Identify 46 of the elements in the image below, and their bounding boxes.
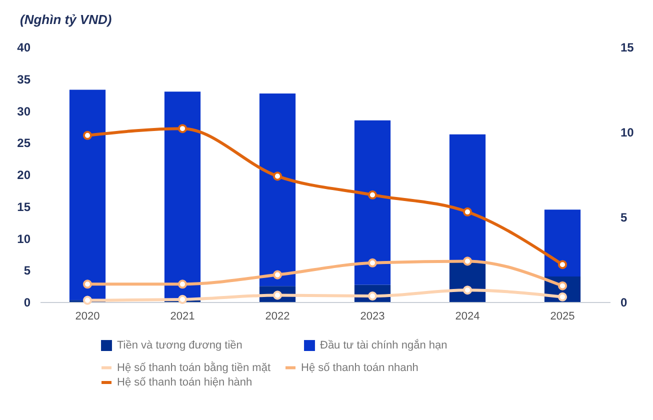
point: [272, 270, 282, 280]
legend-label: Tiền và tương đương tiền: [117, 340, 242, 352]
x-tick-label: 2024: [455, 310, 480, 322]
y-tick-label: 10: [17, 232, 31, 246]
point: [178, 124, 188, 134]
point: [272, 172, 282, 181]
x-tick-label: 2021: [170, 310, 195, 322]
x-tick-label: 2020: [75, 310, 100, 322]
legend-label: Hệ số thanh toán nhanh: [301, 362, 418, 374]
point: [178, 294, 188, 304]
y2-tick-label: 10: [620, 126, 634, 140]
y2-tick-label: 15: [620, 40, 634, 54]
y-tick-label: 25: [17, 136, 31, 150]
y-tick-label: 15: [17, 200, 31, 214]
bar: [164, 92, 201, 299]
bar: [544, 210, 581, 276]
bar: [449, 134, 486, 262]
point: [558, 292, 568, 302]
point: [368, 190, 378, 200]
point: [178, 280, 188, 289]
y-tick-label: 0: [24, 296, 31, 310]
legend-label: Đầu tư tài chính ngắn hạn: [320, 338, 448, 352]
point: [462, 207, 472, 216]
legend-label: Hệ số thanh toán bằng tiền mặt: [117, 360, 270, 374]
y-tick-label: 35: [17, 72, 31, 86]
bar: [259, 94, 296, 286]
x-tick-label: 2025: [550, 310, 575, 322]
point: [82, 280, 92, 289]
point: [82, 130, 92, 140]
point: [368, 258, 378, 268]
point: [462, 286, 472, 295]
y-tick-label: 5: [24, 264, 31, 278]
y-tick-label: 40: [17, 40, 31, 54]
x-tick-label: 2023: [360, 310, 385, 322]
bar: [69, 90, 106, 300]
point: [462, 256, 472, 266]
x-tick-label: 2022: [265, 310, 290, 322]
y-tick-label: 30: [17, 104, 31, 118]
point: [82, 296, 92, 305]
legend-label: Hệ số thanh toán hiện hành: [117, 376, 252, 388]
y2-tick-label: 5: [620, 210, 628, 224]
chart-title: (Nghìn tỷ VND): [20, 12, 112, 27]
bar: [354, 120, 391, 285]
point: [558, 260, 568, 270]
y2-tick-label: 0: [620, 296, 628, 310]
y-tick-label: 20: [17, 168, 31, 182]
